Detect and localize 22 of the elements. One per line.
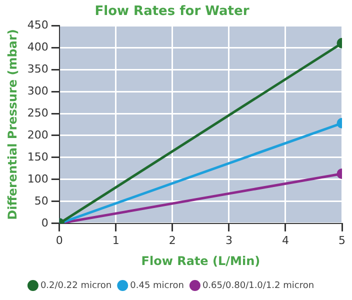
x-tick-label: 2	[168, 234, 176, 247]
y-tick-label: 200	[27, 128, 48, 142]
y-tick-label: 100	[27, 172, 48, 186]
x-tick-label: 1	[112, 234, 120, 247]
y-tick-label: 250	[27, 106, 48, 120]
y-tick-label: 150	[27, 150, 48, 164]
x-tick-label: 5	[338, 234, 346, 247]
x-tick-label: 3	[225, 234, 232, 247]
y-axis-title: Differential Pressure (mbar)	[5, 29, 20, 220]
x-tick-label: 0	[56, 234, 63, 247]
legend-label: 0.45 micron	[130, 280, 184, 291]
y-tick-label: 350	[27, 62, 48, 76]
y-tick-label: 50	[34, 194, 48, 208]
y-tick-label: 450	[27, 18, 48, 32]
x-axis-title: Flow Rate (L/Min)	[141, 254, 260, 268]
y-tick-label: 400	[27, 40, 48, 54]
y-tick-label: 0	[41, 216, 48, 230]
legend-label: 0.2/0.22 micron	[40, 280, 112, 291]
chart-title: Flow Rates for Water	[94, 4, 250, 20]
legend-label: 0.65/0.80/1.0/1.2 micron	[202, 280, 314, 291]
x-tick-label: 4	[282, 234, 289, 247]
y-tick-label: 300	[27, 84, 48, 98]
